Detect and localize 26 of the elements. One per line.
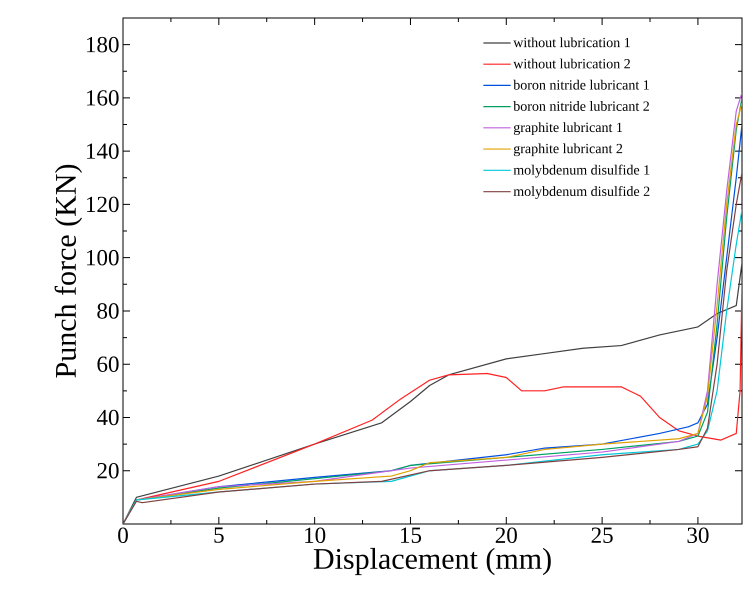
legend-label: graphite lubricant 1 xyxy=(514,122,622,135)
y-tick-label: 140 xyxy=(86,143,119,159)
y-tick-label: 120 xyxy=(86,196,119,212)
legend-label: graphite lubricant 2 xyxy=(514,143,622,156)
y-tick-label: 20 xyxy=(97,462,119,478)
legend-label: without lubrication 1 xyxy=(513,37,630,48)
x-axis-title: Displacement (mm) xyxy=(314,548,551,576)
x-tick-label: 25 xyxy=(592,528,613,543)
legend-label: boron nitride lubricant 1 xyxy=(513,80,649,90)
x-tick-label: 30 xyxy=(688,528,709,544)
x-tick-label: 10 xyxy=(305,528,326,544)
legend-label: boron nitride lubricant 2 xyxy=(513,101,649,111)
y-tick-label: 40 xyxy=(96,410,119,426)
x-tick-label: 20 xyxy=(496,528,517,544)
y-tick-label: 80 xyxy=(97,303,119,319)
y-tick-label: 160 xyxy=(86,90,119,106)
y-tick-label: 180 xyxy=(86,36,119,52)
y-tick-label: 100 xyxy=(86,250,119,266)
y-axis-title: Punch force (KN) xyxy=(54,164,82,378)
legend-label: without lubrication 2 xyxy=(513,58,630,68)
legend-label: molybdenum disulfide 2 xyxy=(514,186,650,199)
legend-label: molybdenum disulfide 1 xyxy=(514,164,650,178)
x-tick-label: 5 xyxy=(214,528,224,543)
y-tick-label: 60 xyxy=(97,356,119,372)
x-tick-label: 0 xyxy=(118,528,128,544)
x-tick-label: 15 xyxy=(400,528,422,543)
